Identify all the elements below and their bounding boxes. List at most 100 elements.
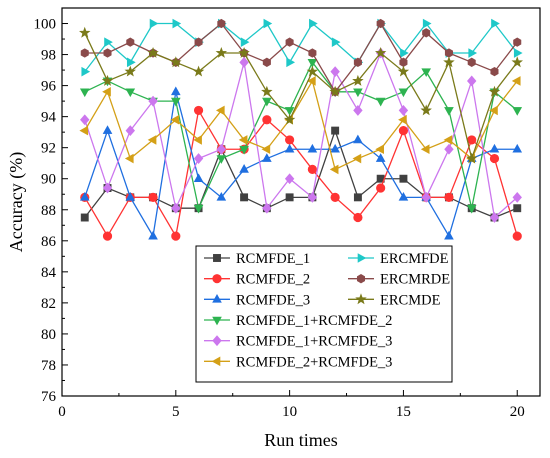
data-point: [400, 48, 409, 58]
y-tick-label: 78: [41, 358, 56, 374]
legend-label: ERCMRDE: [380, 272, 450, 288]
data-point: [171, 86, 181, 96]
data-point: [193, 204, 204, 214]
series-6: [79, 76, 521, 175]
data-point: [80, 48, 89, 58]
data-point: [489, 212, 500, 223]
data-point: [125, 88, 136, 98]
data-point: [330, 192, 340, 202]
legend-label: RCMFDE_3: [236, 292, 310, 308]
data-point: [125, 191, 136, 201]
data-point: [512, 191, 522, 203]
data-point: [398, 126, 409, 136]
y-tick-label: 94: [41, 110, 57, 126]
data-point: [375, 144, 384, 155]
legend-entry: RCMFDE_1+RCMFDE_3: [204, 334, 392, 350]
data-point: [467, 135, 477, 145]
data-point: [193, 173, 204, 183]
data-point: [102, 125, 113, 134]
data-point: [238, 46, 250, 58]
data-point: [80, 114, 90, 126]
data-point: [102, 182, 113, 194]
data-point: [263, 18, 273, 29]
data-point: [513, 48, 523, 58]
series-4: [79, 59, 523, 214]
y-tick-label: 90: [41, 172, 56, 188]
data-point: [79, 26, 91, 38]
data-point: [79, 191, 90, 201]
legend-label: RCMFDE_1+RCMFDE_3: [236, 334, 392, 350]
data-point: [286, 57, 295, 68]
data-point: [467, 75, 477, 87]
x-tick-label: 15: [396, 404, 411, 420]
data-point: [239, 56, 249, 68]
data-point: [170, 114, 180, 125]
data-point: [215, 46, 228, 58]
data-point: [148, 95, 158, 107]
data-point: [511, 56, 523, 68]
series-3: [79, 86, 523, 240]
y-tick-label: 80: [41, 327, 56, 343]
data-point: [488, 85, 501, 97]
data-point: [217, 18, 226, 29]
data-point: [444, 143, 454, 155]
plot-frame: [61, 7, 541, 397]
data-point: [490, 66, 499, 77]
legend-entry: ERCMDE: [348, 292, 441, 308]
data-point: [170, 56, 182, 68]
data-point: [353, 193, 362, 202]
data-point: [352, 153, 362, 164]
data-point: [307, 76, 316, 86]
x-tick-label: 20: [510, 404, 525, 420]
data-point: [262, 153, 272, 162]
data-point: [261, 85, 273, 97]
x-axis-label: Run times: [264, 430, 338, 450]
data-point: [330, 66, 340, 78]
legend-marker: [211, 356, 221, 367]
data-point: [353, 57, 362, 67]
data-point: [309, 18, 318, 29]
data-point: [375, 97, 386, 107]
data-point: [262, 202, 272, 214]
data-point: [80, 213, 89, 222]
data-point: [398, 88, 409, 98]
legend-marker: [212, 293, 222, 303]
legend-marker: [212, 316, 222, 326]
y-tick-label: 82: [41, 296, 56, 312]
data-point: [353, 105, 363, 116]
data-point: [421, 191, 431, 203]
data-point: [306, 65, 319, 77]
data-point: [421, 68, 431, 77]
data-point: [489, 105, 498, 116]
legend-label: RCMFDE_1+RCMFDE_2: [236, 313, 392, 329]
legend-entry: ERCMFDE: [348, 251, 449, 267]
data-point: [102, 231, 113, 241]
data-point: [491, 18, 500, 29]
data-point: [124, 153, 134, 164]
data-point: [239, 164, 249, 173]
data-point: [330, 143, 340, 153]
data-point: [444, 107, 454, 116]
data-point: [285, 135, 295, 145]
y-tick-label: 84: [41, 265, 57, 281]
data-point: [397, 65, 410, 77]
y-tick-label: 86: [41, 234, 57, 250]
data-point: [512, 231, 522, 241]
series-line: [84, 79, 518, 171]
legend-entry: RCMFDE_1: [204, 251, 310, 267]
data-point: [399, 57, 408, 67]
data-point: [125, 125, 135, 137]
series-line: [84, 32, 518, 161]
y-tick-label: 76: [41, 389, 57, 405]
data-point: [148, 230, 158, 240]
data-point: [513, 37, 522, 47]
data-point: [193, 105, 204, 116]
data-point: [331, 37, 341, 47]
data-point: [331, 126, 340, 135]
data-point: [240, 37, 250, 47]
series-line: [84, 51, 518, 219]
data-point: [307, 143, 318, 153]
data-point: [352, 74, 364, 86]
data-point: [307, 191, 318, 203]
legend-entry: RCMFDE_2: [204, 272, 310, 288]
